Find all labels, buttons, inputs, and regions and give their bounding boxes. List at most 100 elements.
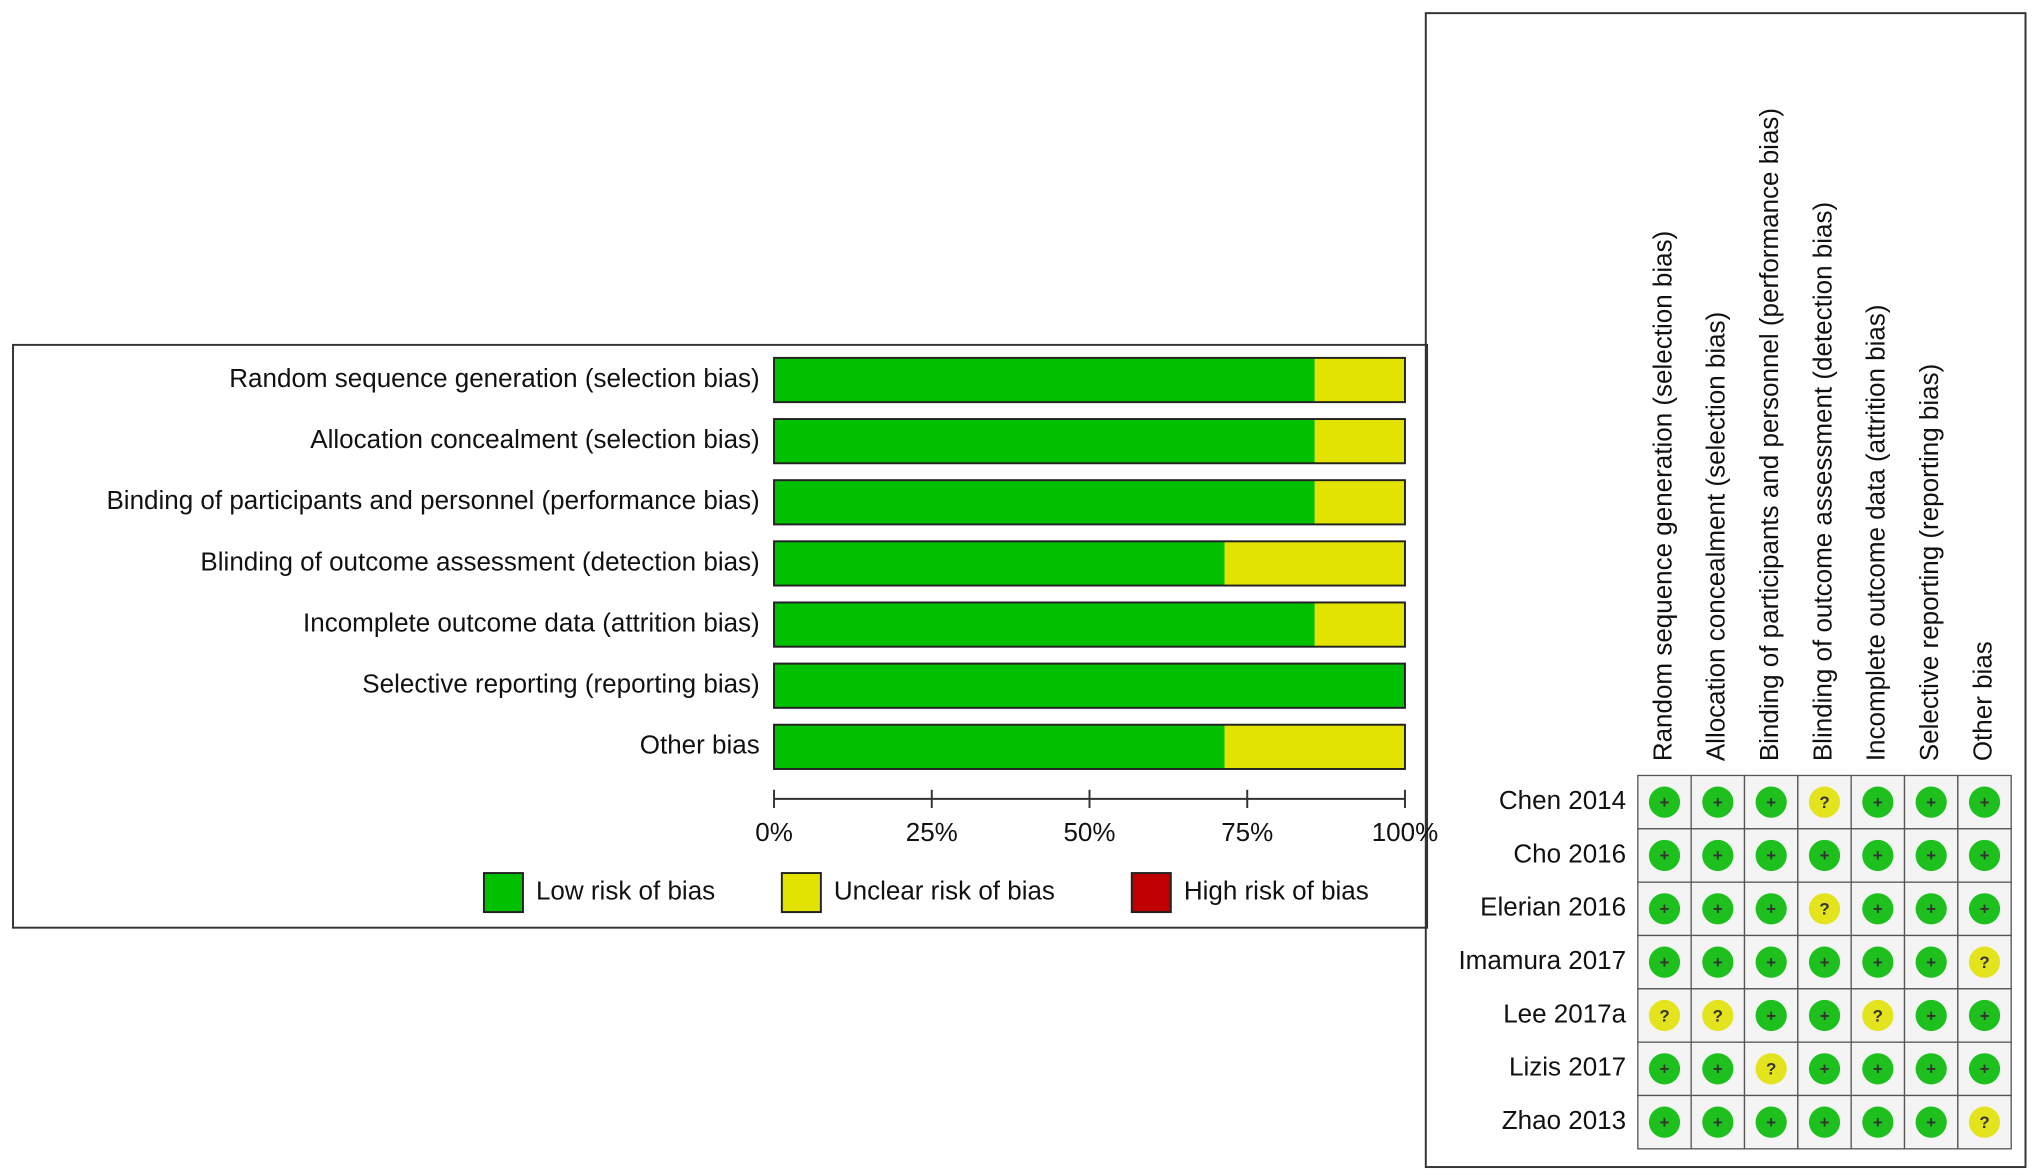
risk-symbol: + xyxy=(1660,953,1670,972)
bar-segment xyxy=(774,541,1225,586)
risk-symbol: + xyxy=(1820,953,1830,972)
grid-cell xyxy=(1797,934,1852,990)
bar-segment xyxy=(774,663,1405,708)
risk-dot xyxy=(1702,1053,1734,1085)
risk-symbol: + xyxy=(1660,1113,1670,1132)
risk-dot xyxy=(1808,1106,1841,1138)
risk-dot xyxy=(1808,893,1841,925)
risk-symbol: + xyxy=(1926,1006,1936,1025)
risk-symbol: + xyxy=(1926,793,1936,812)
bar-segment xyxy=(1224,541,1405,586)
risk-dot xyxy=(1862,999,1894,1032)
risk-dot xyxy=(1702,839,1734,872)
bar-segment xyxy=(1314,480,1405,525)
risk-symbol: + xyxy=(1766,953,1776,972)
risk-dot xyxy=(1915,1053,1947,1085)
risk-dot xyxy=(1648,999,1681,1032)
column-header: Incomplete outcome data (attrition bias) xyxy=(1861,304,1891,761)
risk-symbol: + xyxy=(1766,1113,1776,1132)
risk-dot xyxy=(1755,1106,1787,1138)
risk-dot xyxy=(1702,1106,1734,1138)
grid-cell xyxy=(1637,934,1692,990)
row-label: Zhao 2013 xyxy=(1502,1105,1626,1135)
risk-symbol: + xyxy=(1713,900,1723,919)
legend-label: High risk of bias xyxy=(1184,875,1369,905)
risk-symbol: + xyxy=(1713,953,1723,972)
risk-symbol: + xyxy=(1820,1006,1830,1025)
risk-symbol: + xyxy=(1766,1006,1776,1025)
bar-segment xyxy=(1314,419,1405,464)
risk-dot xyxy=(1915,839,1947,872)
risk-symbol: + xyxy=(1873,1113,1883,1132)
risk-dot xyxy=(1862,1106,1894,1138)
bar-outline xyxy=(773,479,1406,526)
risk-dot xyxy=(1915,786,1947,818)
risk-symbol: + xyxy=(1926,846,1936,865)
legend-swatch xyxy=(482,872,524,914)
x-tick-label: 50% xyxy=(1063,817,1115,847)
risk-symbol: + xyxy=(1980,846,1990,865)
bar-outline xyxy=(773,540,1406,587)
legend-label: Low risk of bias xyxy=(536,875,715,905)
risk-dot xyxy=(1755,786,1787,818)
risk-symbol: + xyxy=(1713,1060,1723,1079)
legend-label: Unclear risk of bias xyxy=(834,875,1055,905)
risk-symbol: + xyxy=(1713,1113,1723,1132)
legend-swatch xyxy=(1130,872,1172,914)
risk-symbol: + xyxy=(1873,953,1883,972)
bar-segment xyxy=(1314,357,1405,403)
risk-dot xyxy=(1915,1106,1947,1138)
risk-symbol: + xyxy=(1820,1060,1830,1079)
risk-symbol: ? xyxy=(1979,953,1989,972)
category-label: Selective reporting (reporting bias) xyxy=(362,669,759,699)
category-label: Other bias xyxy=(640,730,760,760)
column-header: Random sequence generation (selection bi… xyxy=(1647,231,1677,761)
risk-dot xyxy=(1702,946,1734,978)
category-label: Incomplete outcome data (attrition bias) xyxy=(303,607,760,637)
risk-symbol: + xyxy=(1660,793,1670,812)
risk-symbol: + xyxy=(1873,1060,1883,1079)
risk-dot xyxy=(1755,839,1787,872)
risk-symbol: + xyxy=(1873,793,1883,812)
risk-dot xyxy=(1862,839,1894,872)
risk-dot xyxy=(1702,786,1734,818)
risk-symbol: + xyxy=(1660,846,1670,865)
risk-dot xyxy=(1968,946,2001,978)
risk-dot xyxy=(1648,1053,1681,1085)
category-label: Allocation concealment (selection bias) xyxy=(310,424,759,454)
risk-dot xyxy=(1968,839,2001,872)
risk-symbol: ? xyxy=(1873,1006,1883,1025)
legend-swatch xyxy=(780,872,822,914)
risk-dot xyxy=(1702,893,1734,925)
risk-dot xyxy=(1755,1053,1787,1085)
bar-segment xyxy=(774,602,1315,647)
risk-dot xyxy=(1862,1053,1894,1085)
risk-dot xyxy=(1968,786,2001,818)
risk-symbol: + xyxy=(1820,1113,1830,1132)
column-header: Selective reporting (reporting bias) xyxy=(1914,364,1944,761)
bar-segment xyxy=(774,357,1315,403)
risk-dot xyxy=(1808,786,1841,818)
risk-dot xyxy=(1702,999,1734,1032)
grid-panel-frame xyxy=(1424,12,2027,1169)
bar-outline xyxy=(773,418,1406,465)
risk-symbol: + xyxy=(1766,900,1776,919)
risk-dot xyxy=(1808,946,1841,978)
risk-symbol: + xyxy=(1926,1113,1936,1132)
bar-segment xyxy=(774,724,1225,769)
risk-dot xyxy=(1648,893,1681,925)
risk-dot xyxy=(1915,893,1947,925)
bar-outline xyxy=(773,601,1406,648)
category-label: Random sequence generation (selection bi… xyxy=(229,363,759,393)
risk-symbol: ? xyxy=(1713,1006,1723,1025)
risk-symbol: + xyxy=(1660,900,1670,919)
category-label: Binding of participants and personnel (p… xyxy=(106,485,759,515)
bar-segment xyxy=(774,480,1315,525)
row-label: Imamura 2017 xyxy=(1458,945,1626,975)
bar-outline xyxy=(773,662,1406,709)
bar-panel-frame xyxy=(12,343,1429,929)
risk-dot xyxy=(1862,946,1894,978)
risk-symbol: + xyxy=(1980,900,1990,919)
risk-dot xyxy=(1862,893,1894,925)
